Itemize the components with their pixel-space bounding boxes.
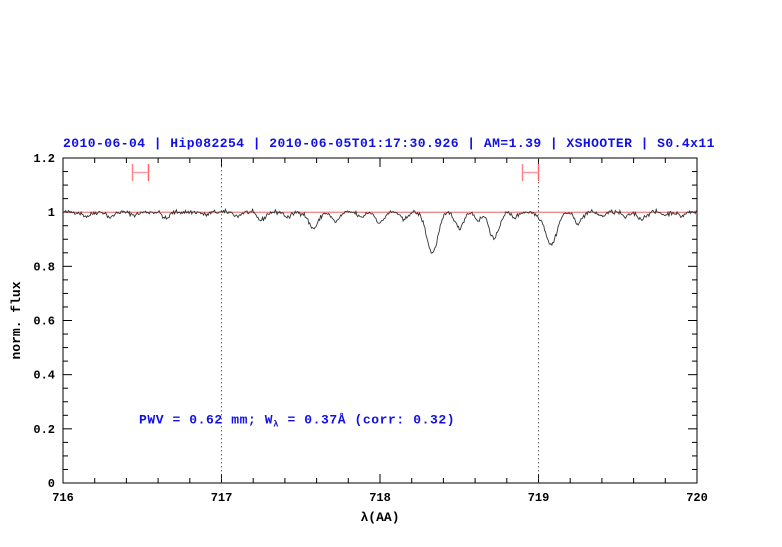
svg-text:720: 720 xyxy=(686,491,708,505)
svg-text:0: 0 xyxy=(48,477,55,491)
svg-text:2010-06-04 | Hip082254 | 2: 2010-06-04 | Hip082254 | 2010-06-05T01:1… xyxy=(63,136,715,151)
svg-text:0.8: 0.8 xyxy=(33,260,55,274)
svg-text:0.2: 0.2 xyxy=(33,423,55,437)
svg-text:1: 1 xyxy=(48,206,55,220)
svg-text:1.2: 1.2 xyxy=(33,152,55,166)
svg-text:norm. flux: norm. flux xyxy=(9,281,24,359)
svg-text:719: 719 xyxy=(528,491,550,505)
svg-text:λ(AA): λ(AA) xyxy=(360,510,399,525)
svg-text:PWV = 0.62 mm; Wλ = 0.37Å (cor: PWV = 0.62 mm; Wλ = 0.37Å (corr: 0.32) xyxy=(139,412,455,429)
svg-text:0.4: 0.4 xyxy=(33,369,55,383)
svg-text:718: 718 xyxy=(369,491,391,505)
svg-text:716: 716 xyxy=(52,491,74,505)
svg-text:0.6: 0.6 xyxy=(33,315,55,329)
svg-text:717: 717 xyxy=(211,491,233,505)
